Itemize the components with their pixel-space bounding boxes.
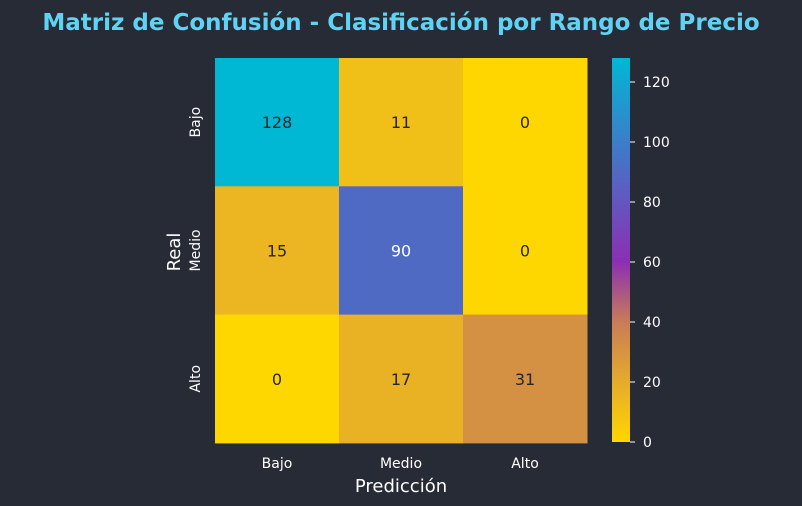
x-tick-labels: Bajo Medio Alto bbox=[262, 456, 539, 472]
colorbar bbox=[612, 58, 630, 442]
cell-value-label: 0 bbox=[520, 241, 530, 260]
colorbar-tick-label: 20 bbox=[643, 375, 661, 391]
heatmap-cell bbox=[463, 314, 588, 444]
colorbar-tick-label: 60 bbox=[643, 255, 661, 271]
y-tick-label: Alto bbox=[188, 365, 204, 393]
y-tick-label: Bajo bbox=[188, 107, 204, 138]
colorbar-tick-label: 0 bbox=[643, 435, 652, 451]
colorbar-ticks: 0 20 40 60 80 100 120 bbox=[630, 75, 670, 451]
x-tick-label: Medio bbox=[380, 456, 422, 472]
cell-value-label: 31 bbox=[515, 370, 535, 389]
cell-value-label: 11 bbox=[391, 113, 411, 132]
chart-title: Matriz de Confusión - Clasificación por … bbox=[42, 10, 759, 36]
heatmap-cell bbox=[463, 186, 588, 316]
colorbar-tick-label: 80 bbox=[643, 195, 661, 211]
y-tick-labels: Bajo Medio Alto bbox=[188, 107, 204, 393]
heatmap-cell bbox=[215, 58, 340, 187]
heatmap-cell bbox=[339, 314, 464, 444]
cell-value-label: 128 bbox=[262, 113, 293, 132]
cell-value-label: 90 bbox=[391, 241, 411, 260]
cell-value-label: 0 bbox=[520, 113, 530, 132]
y-tick-label: Medio bbox=[188, 229, 204, 271]
x-tick-label: Bajo bbox=[262, 456, 293, 472]
colorbar-tick-label: 40 bbox=[643, 315, 661, 331]
cell-value-label: 0 bbox=[272, 370, 282, 389]
x-axis-title: Predicción bbox=[355, 476, 447, 497]
x-tick-label: Alto bbox=[511, 456, 539, 472]
heatmap-cell bbox=[215, 186, 340, 316]
heatmap-cell bbox=[339, 186, 464, 316]
y-axis-title: Real bbox=[164, 233, 185, 272]
colorbar-tick-label: 120 bbox=[643, 75, 670, 91]
cell-value-label: 15 bbox=[267, 241, 287, 260]
heatmap-cells: 128 11 0 15 90 0 0 17 31 bbox=[215, 58, 588, 444]
colorbar-tick-label: 100 bbox=[643, 135, 670, 151]
heatmap-cell bbox=[339, 58, 464, 187]
cell-value-label: 17 bbox=[391, 370, 411, 389]
heatmap-cell bbox=[215, 314, 340, 444]
heatmap-cell bbox=[463, 58, 588, 187]
